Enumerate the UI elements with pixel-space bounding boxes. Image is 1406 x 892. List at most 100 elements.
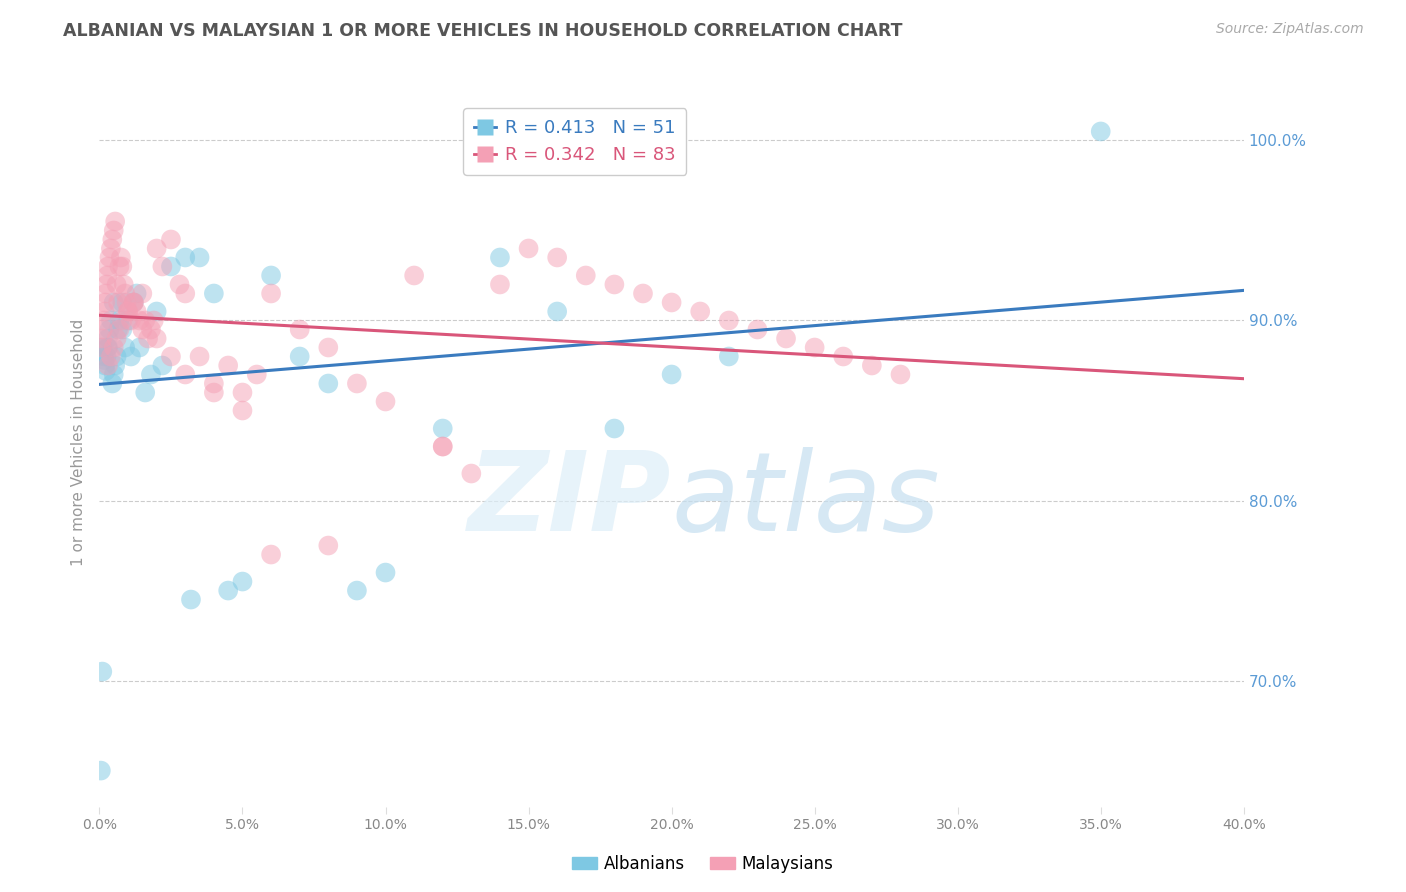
Point xyxy=(93,313,115,327)
Point xyxy=(489,277,512,292)
Point xyxy=(104,214,127,228)
Point xyxy=(105,277,128,292)
Point xyxy=(717,350,740,364)
Point xyxy=(100,350,122,364)
Point xyxy=(134,385,156,400)
Point xyxy=(120,313,142,327)
Point xyxy=(93,350,115,364)
Point xyxy=(128,313,150,327)
Point xyxy=(91,665,114,679)
Point xyxy=(432,421,454,435)
Point xyxy=(145,242,167,256)
Point xyxy=(288,350,311,364)
Point xyxy=(93,353,115,368)
Point xyxy=(603,421,626,435)
Point xyxy=(346,376,368,391)
Legend: R = 0.413   N = 51, R = 0.342   N = 83: R = 0.413 N = 51, R = 0.342 N = 83 xyxy=(463,108,686,175)
Point xyxy=(122,295,145,310)
Point xyxy=(142,313,165,327)
Point xyxy=(93,304,115,318)
Point xyxy=(260,286,283,301)
Point xyxy=(889,368,911,382)
Point xyxy=(546,304,568,318)
Point xyxy=(97,260,120,274)
Point xyxy=(105,350,128,364)
Point xyxy=(346,583,368,598)
Point xyxy=(96,341,118,355)
Point xyxy=(107,295,129,310)
Text: ALBANIAN VS MALAYSIAN 1 OR MORE VEHICLES IN HOUSEHOLD CORRELATION CHART: ALBANIAN VS MALAYSIAN 1 OR MORE VEHICLES… xyxy=(63,22,903,40)
Text: ZIP: ZIP xyxy=(468,447,672,554)
Point xyxy=(131,322,153,336)
Point xyxy=(174,251,197,265)
Point xyxy=(111,260,134,274)
Point xyxy=(145,331,167,345)
Point xyxy=(603,277,626,292)
Point xyxy=(318,341,340,355)
Point xyxy=(96,277,118,292)
Point xyxy=(90,764,112,778)
Point xyxy=(107,322,129,336)
Point xyxy=(374,566,396,580)
Point xyxy=(117,313,139,327)
Point xyxy=(122,295,145,310)
Point xyxy=(188,251,211,265)
Point xyxy=(432,440,454,454)
Point xyxy=(90,341,112,355)
Text: Source: ZipAtlas.com: Source: ZipAtlas.com xyxy=(1216,22,1364,37)
Point xyxy=(288,322,311,336)
Point xyxy=(775,331,797,345)
Point xyxy=(91,341,114,355)
Point xyxy=(717,313,740,327)
Point xyxy=(103,295,125,310)
Point xyxy=(231,574,253,589)
Point xyxy=(246,368,269,382)
Point xyxy=(97,331,120,345)
Point xyxy=(575,268,598,283)
Point xyxy=(188,350,211,364)
Point xyxy=(111,322,134,336)
Point xyxy=(160,350,183,364)
Point xyxy=(160,260,183,274)
Point xyxy=(517,242,540,256)
Point xyxy=(128,341,150,355)
Point xyxy=(174,286,197,301)
Point xyxy=(94,364,117,378)
Point xyxy=(260,548,283,562)
Point xyxy=(803,341,825,355)
Point xyxy=(661,295,683,310)
Point xyxy=(202,286,225,301)
Point xyxy=(131,286,153,301)
Point xyxy=(108,322,131,336)
Point xyxy=(202,376,225,391)
Point xyxy=(97,359,120,373)
Point xyxy=(160,232,183,246)
Point xyxy=(432,440,454,454)
Text: atlas: atlas xyxy=(672,447,941,554)
Point xyxy=(110,251,132,265)
Point xyxy=(91,322,114,336)
Point xyxy=(318,376,340,391)
Point xyxy=(111,313,134,327)
Point xyxy=(136,331,159,345)
Point xyxy=(98,251,121,265)
Point xyxy=(180,592,202,607)
Legend: Albanians, Malaysians: Albanians, Malaysians xyxy=(565,848,841,880)
Point xyxy=(105,331,128,345)
Point xyxy=(747,322,769,336)
Point xyxy=(1090,124,1112,138)
Point xyxy=(125,304,148,318)
Point xyxy=(404,268,426,283)
Point xyxy=(860,359,883,373)
Y-axis label: 1 or more Vehicles in Household: 1 or more Vehicles in Household xyxy=(72,318,86,566)
Point xyxy=(112,277,135,292)
Point xyxy=(104,359,127,373)
Point xyxy=(98,322,121,336)
Point xyxy=(217,359,239,373)
Point xyxy=(96,350,118,364)
Point xyxy=(114,286,136,301)
Point xyxy=(231,403,253,417)
Point xyxy=(111,295,134,310)
Point xyxy=(139,368,162,382)
Point xyxy=(103,368,125,382)
